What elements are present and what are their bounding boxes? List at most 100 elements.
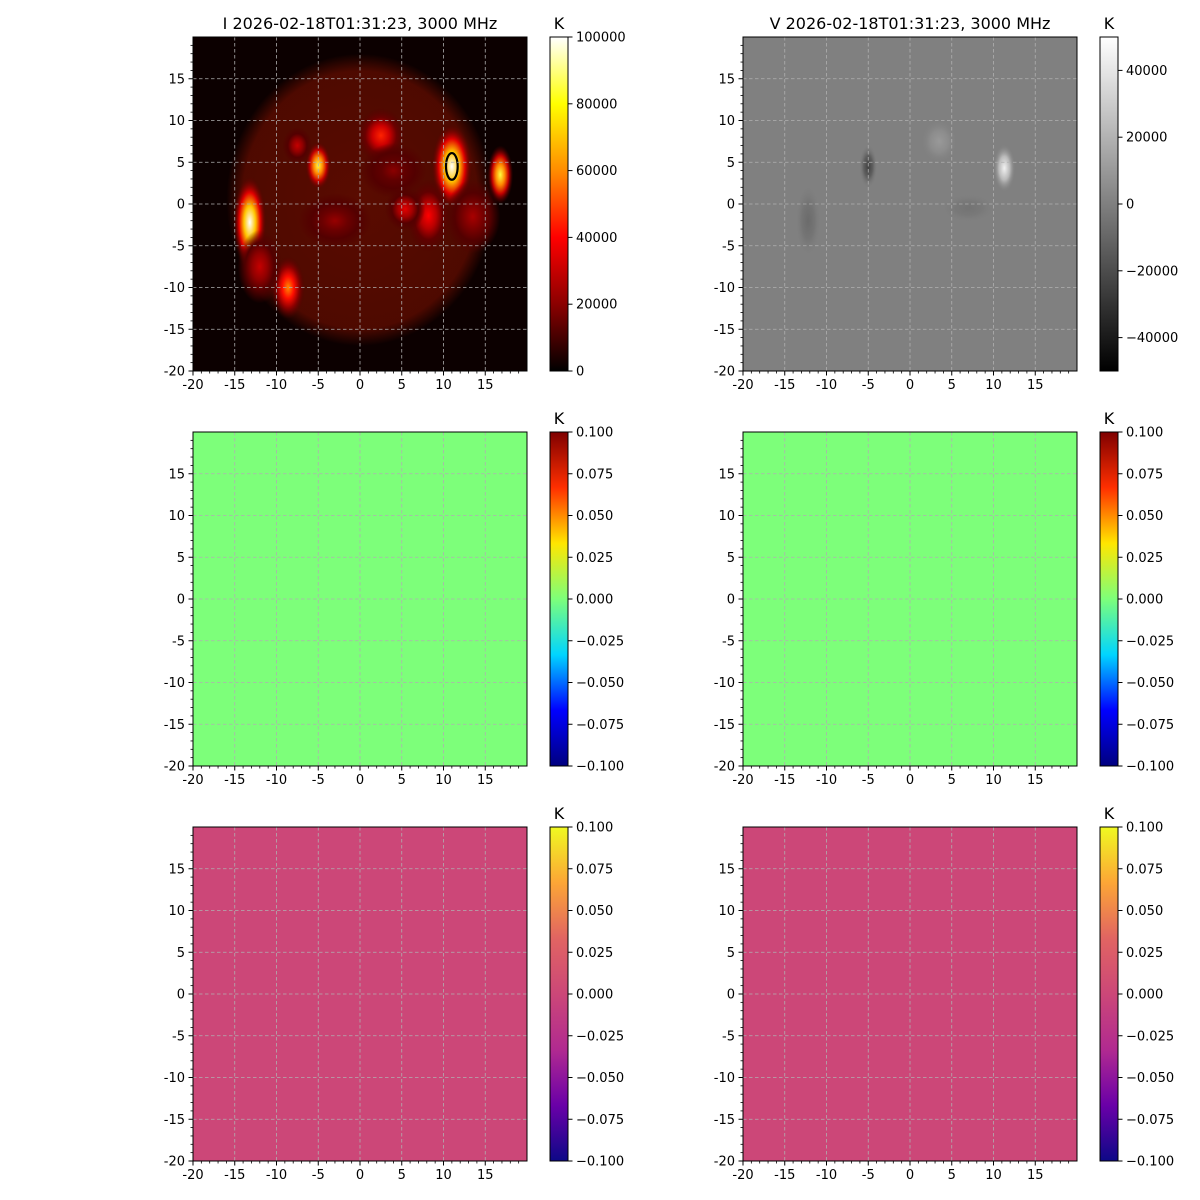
- y-tick-label: -20: [714, 1155, 735, 1170]
- colorbar-tick-label: 0.025: [1126, 946, 1163, 961]
- colorbar-tick-label: 60000: [576, 164, 617, 179]
- colorbar-gradient: [549, 826, 569, 1162]
- x-tick-label: 0: [906, 773, 914, 788]
- colorbar-tick-label: −0.075: [1126, 718, 1174, 733]
- panel-5: -20 -15 -10 -5 0 5 10 15 15 10 5 0 -5 -10 -15 -20 K 0.100…: [164, 804, 624, 1183]
- colorbar-tick-label: −20000: [1126, 264, 1178, 279]
- y-tick-label: -15: [164, 718, 185, 733]
- grid: [743, 432, 1077, 766]
- y-tick-label: -15: [164, 323, 185, 338]
- colorbar-tick-label: −40000: [1126, 331, 1178, 346]
- x-tick-label: -20: [182, 378, 203, 393]
- x-tick-label: 0: [356, 378, 364, 393]
- emission-source: [282, 127, 313, 164]
- contour-line: [444, 151, 459, 181]
- colorbar-tick-label: 0.050: [1126, 904, 1163, 919]
- y-tick-label: -10: [164, 281, 185, 296]
- colorbar-gradient: [549, 36, 569, 372]
- x-tick-label: -15: [774, 773, 795, 788]
- y-tick-label: -5: [722, 239, 735, 254]
- colorbar: K 40000 20000 0 −20000 −40000: [1099, 14, 1178, 372]
- x-tick-label: -15: [224, 378, 245, 393]
- y-tick-label: -15: [714, 1113, 735, 1128]
- colorbar-unit: K: [1104, 804, 1115, 823]
- colorbar-gradient: [549, 431, 569, 767]
- colorbar-tick-label: 20000: [1126, 131, 1167, 146]
- colorbar-tick-label: 0.025: [576, 551, 613, 566]
- colorbar-tick-label: 80000: [576, 97, 617, 112]
- grid: [743, 827, 1077, 1161]
- x-tick-label: -15: [774, 1168, 795, 1183]
- colorbar-tick-label: −0.050: [576, 1071, 624, 1086]
- colorbar-tick-label: 0.075: [1126, 862, 1163, 877]
- colorbar-tick-label: −0.100: [1126, 760, 1174, 775]
- colorbar-tick-label: −0.025: [576, 1029, 624, 1044]
- emission-source: [237, 229, 282, 304]
- colorbar-tick-label: 0.000: [576, 593, 613, 608]
- colorbar-unit: K: [1104, 409, 1115, 428]
- y-tick-label: -20: [714, 365, 735, 380]
- emission-source: [487, 145, 514, 205]
- colorbar-tick-label: 0: [1126, 198, 1134, 213]
- x-tick-label: -5: [862, 773, 875, 788]
- colorbar-tick-label: 0.100: [1126, 821, 1163, 836]
- y-tick-label: 0: [177, 988, 185, 1003]
- y-tick-label: 5: [727, 156, 735, 171]
- emission-source: [445, 179, 501, 254]
- x-tick-label: 15: [1027, 1168, 1044, 1183]
- colorbar-tick-label: −0.100: [576, 1155, 624, 1170]
- y-tick-label: 5: [727, 551, 735, 566]
- x-tick-label: 0: [906, 1168, 914, 1183]
- x-tick-label: -5: [312, 773, 325, 788]
- x-tick-label: 10: [435, 773, 452, 788]
- emission-source: [298, 193, 372, 249]
- colorbar-tick-label: −0.100: [576, 760, 624, 775]
- colorbar-tick-label: 0.000: [576, 988, 613, 1003]
- colorbar-tick-label: −0.050: [1126, 676, 1174, 691]
- colorbar-tick-label: −0.075: [576, 1113, 624, 1128]
- y-tick-label: 5: [177, 551, 185, 566]
- colorbar-unit: K: [554, 804, 565, 823]
- y-tick-label: 0: [727, 593, 735, 608]
- y-tick-label: -10: [164, 676, 185, 691]
- colorbar: K 0.100 0.075 0.050 0.025 0.000 −0.025 −0.050 −0…: [1099, 804, 1174, 1170]
- panel-title: V 2026-02-18T01:31:23, 3000 MHz: [770, 14, 1051, 33]
- x-tick-label: 15: [1027, 378, 1044, 393]
- colorbar: K 100000 80000 60000 40000 20000 0: [549, 14, 626, 380]
- panel-2: -20 -15 -10 -5 0 5 10 15 15 10 5 0 -5 -10 -15 -20 V 2026…: [714, 14, 1178, 393]
- x-tick-label: 0: [906, 378, 914, 393]
- colorbar-tick-label: 0.050: [1126, 509, 1163, 524]
- x-tick-label: -20: [732, 1168, 753, 1183]
- y-tick-label: 5: [177, 946, 185, 961]
- colorbar-unit: K: [1104, 14, 1115, 33]
- x-tick-label: 5: [398, 1168, 406, 1183]
- x-tick-label: 0: [356, 1168, 364, 1183]
- colorbar-unit: K: [554, 409, 565, 428]
- colorbar-tick-label: 0.075: [576, 467, 613, 482]
- y-tick-label: -15: [714, 323, 735, 338]
- x-tick-label: 15: [477, 773, 494, 788]
- panel-1: -20 -15 -10 -5 0 5 10 15 15 10 5 0 -5 -10 -15 -20 I 2026…: [164, 14, 626, 393]
- emission-source: [360, 143, 427, 199]
- x-tick-label: 0: [356, 773, 364, 788]
- x-tick-label: -15: [224, 1168, 245, 1183]
- y-tick-label: -5: [722, 1029, 735, 1044]
- x-tick-label: 15: [477, 378, 494, 393]
- grid: [743, 37, 1077, 371]
- colorbar-tick-label: 0.050: [576, 509, 613, 524]
- y-tick-label: 5: [177, 156, 185, 171]
- x-tick-label: 10: [985, 773, 1002, 788]
- emission-source: [920, 119, 958, 164]
- colorbar-tick-label: 0.100: [576, 821, 613, 836]
- panel-title: I 2026-02-18T01:31:23, 3000 MHz: [223, 14, 498, 33]
- x-tick-label: 10: [435, 1168, 452, 1183]
- colorbar-tick-label: 0.000: [1126, 593, 1163, 608]
- y-tick-label: -10: [714, 281, 735, 296]
- x-tick-label: -20: [182, 1168, 203, 1183]
- y-tick-label: 15: [168, 72, 185, 87]
- x-tick-label: 5: [398, 378, 406, 393]
- grid: [193, 37, 527, 371]
- colorbar-gradient: [1099, 826, 1119, 1162]
- x-tick-label: 5: [948, 378, 956, 393]
